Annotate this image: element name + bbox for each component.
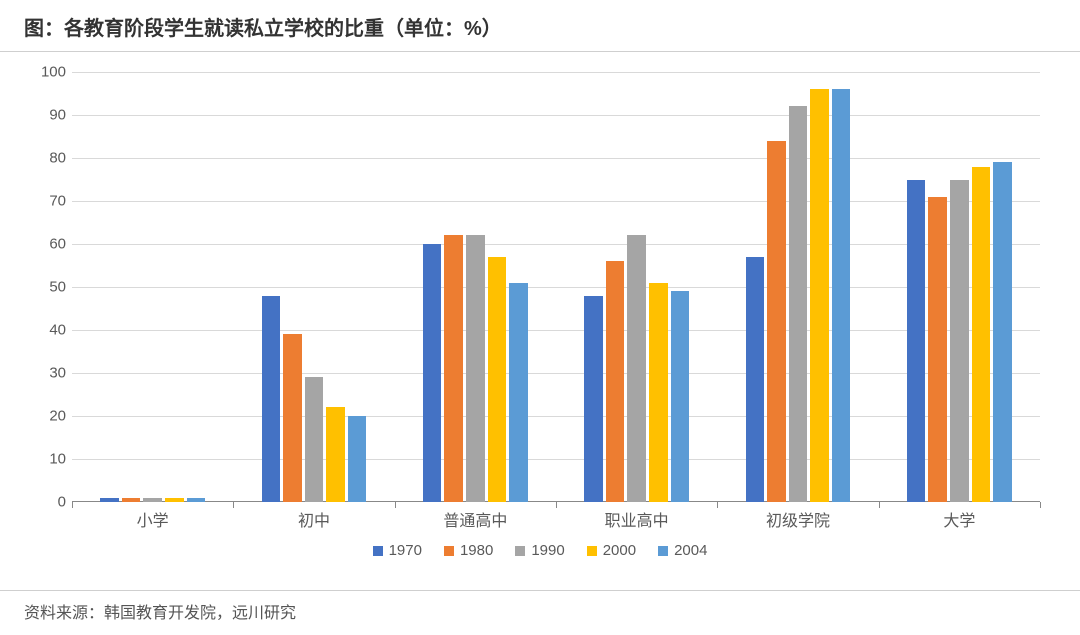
legend-label: 1990 — [531, 542, 564, 559]
bar — [122, 498, 141, 502]
bar — [100, 498, 119, 502]
bar — [606, 261, 625, 502]
grid-line — [72, 459, 1040, 460]
bar — [972, 167, 991, 502]
legend-swatch — [587, 546, 597, 556]
y-tick-label: 70 — [30, 193, 66, 210]
grid-line — [72, 330, 1040, 331]
y-tick-label: 0 — [30, 494, 66, 511]
bar — [444, 235, 463, 502]
bar — [262, 296, 281, 502]
bar — [423, 244, 442, 502]
grid-line — [72, 416, 1040, 417]
legend-item: 2000 — [587, 542, 636, 559]
legend-label: 1970 — [389, 542, 422, 559]
bar — [326, 407, 345, 502]
bar — [143, 498, 162, 502]
legend-swatch — [658, 546, 668, 556]
legend-swatch — [373, 546, 383, 556]
bar — [165, 498, 184, 502]
x-category-label: 职业高中 — [605, 507, 669, 531]
grid-line — [72, 287, 1040, 288]
grid-line — [72, 201, 1040, 202]
bar — [907, 180, 926, 503]
x-category-label: 普通高中 — [443, 507, 507, 531]
legend-item: 1970 — [373, 542, 422, 559]
x-tick — [1040, 502, 1041, 508]
bar — [187, 498, 206, 502]
bar — [746, 257, 765, 502]
x-axis-labels: 小学 初中 普通高中 职业高中 初级学院 大学 — [72, 507, 1040, 531]
grid-line — [72, 373, 1040, 374]
y-tick-label: 40 — [30, 322, 66, 339]
grid-line — [72, 158, 1040, 159]
y-tick-label: 90 — [30, 107, 66, 124]
bar — [466, 235, 485, 502]
grid-line — [72, 115, 1040, 116]
bar — [627, 235, 646, 502]
bar — [488, 257, 507, 502]
chart-area: 0 10 20 30 40 50 60 70 80 90 100 小学 初中 普通高中 职业高中 初级学院 大… — [0, 52, 1080, 572]
bar — [509, 283, 528, 502]
divider — [0, 590, 1080, 591]
legend: 1970 1980 1990 2000 2004 — [0, 542, 1080, 559]
y-tick-label: 80 — [30, 150, 66, 167]
grid-line — [72, 244, 1040, 245]
bar — [671, 291, 690, 502]
chart-title: 图：各教育阶段学生就读私立学校的比重（单位：%） — [24, 12, 1056, 41]
bar — [348, 416, 367, 502]
x-category-label: 大学 — [943, 507, 975, 531]
y-tick-label: 10 — [30, 451, 66, 468]
y-tick-label: 30 — [30, 365, 66, 382]
bar — [283, 334, 302, 502]
y-tick-label: 100 — [30, 64, 66, 81]
x-category-label: 初中 — [298, 507, 330, 531]
bar — [832, 89, 851, 502]
bar — [584, 296, 603, 502]
y-tick-label: 60 — [30, 236, 66, 253]
legend-item: 1990 — [515, 542, 564, 559]
y-axis-labels: 0102030405060708090100 — [30, 72, 66, 502]
bar — [767, 141, 786, 502]
legend-swatch — [515, 546, 525, 556]
legend-label: 1980 — [460, 542, 493, 559]
x-category-label: 初级学院 — [766, 507, 830, 531]
source-citation: 资料来源：韩国教育开发院，远川研究 — [24, 599, 296, 623]
y-tick-label: 20 — [30, 408, 66, 425]
bar — [649, 283, 668, 502]
bar — [993, 162, 1012, 502]
plot-region — [72, 72, 1040, 502]
legend-item: 2004 — [658, 542, 707, 559]
title-bar: 图：各教育阶段学生就读私立学校的比重（单位：%） — [0, 0, 1080, 52]
legend-item: 1980 — [444, 542, 493, 559]
grid-line — [72, 72, 1040, 73]
bar — [305, 377, 324, 502]
legend-label: 2004 — [674, 542, 707, 559]
x-category-label: 小学 — [137, 507, 169, 531]
bar — [810, 89, 829, 502]
y-tick-label: 50 — [30, 279, 66, 296]
bar — [928, 197, 947, 502]
legend-swatch — [444, 546, 454, 556]
bar — [789, 106, 808, 502]
legend-label: 2000 — [603, 542, 636, 559]
bar — [950, 180, 969, 503]
